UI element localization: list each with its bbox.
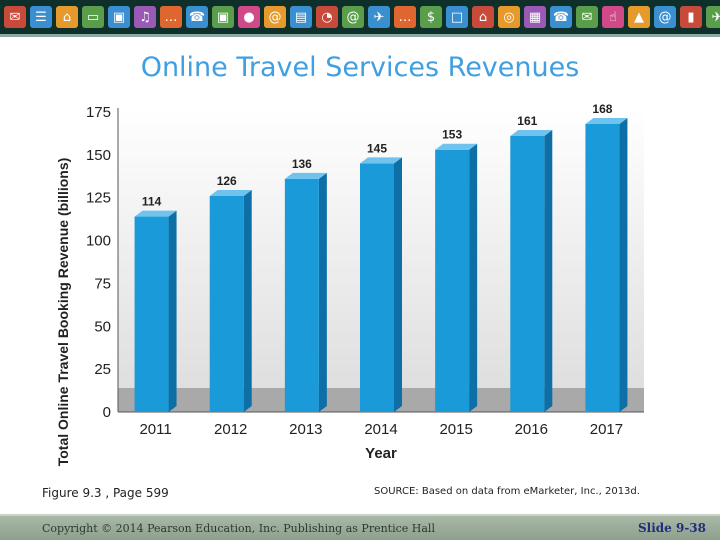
- bar-front: [585, 124, 620, 412]
- home-icon: ⌂: [472, 6, 494, 28]
- x-tick-label: 2014: [364, 421, 397, 438]
- at-sign-icon: @: [264, 6, 286, 28]
- y-tick-label: 0: [103, 404, 111, 421]
- banner-divider: [0, 34, 720, 37]
- monitor-icon: ▭: [82, 6, 104, 28]
- y-tick-label: 100: [86, 233, 111, 250]
- desktop-icon: □: [446, 6, 468, 28]
- bar-top: [209, 190, 252, 196]
- bar: [435, 143, 478, 412]
- bar-value-label: 114: [142, 195, 162, 209]
- email-icon: ✉: [4, 6, 26, 28]
- y-axis-label: Total Online Travel Booking Revenue (bil…: [55, 158, 71, 467]
- bar-side: [619, 118, 628, 412]
- bar-top: [134, 210, 177, 217]
- bar-front: [209, 196, 244, 412]
- source-note: SOURCE: Based on data from eMarketer, In…: [374, 486, 640, 497]
- airplane-icon: ✈: [706, 6, 720, 28]
- figure-reference: Figure 9.3 , Page 599: [42, 486, 169, 500]
- bar-value-label: 168: [592, 102, 612, 116]
- y-tick-label: 50: [94, 318, 111, 335]
- bar: [134, 210, 177, 412]
- bar-value-label: 161: [517, 114, 537, 128]
- thumbs-up-icon: ☝: [602, 6, 624, 28]
- y-tick-label: 75: [94, 275, 111, 292]
- copyright-text: Copyright © 2014 Pearson Education, Inc.…: [42, 522, 435, 535]
- x-tick-label: 2013: [289, 421, 322, 438]
- bar-value-label: 126: [217, 174, 237, 188]
- bar-value-label: 136: [292, 157, 312, 171]
- money-icon: $: [420, 6, 442, 28]
- chat-icon: ●: [238, 6, 260, 28]
- bar-front: [284, 178, 319, 412]
- bar-side: [394, 157, 402, 412]
- y-tick-label: 175: [86, 104, 111, 121]
- wifi-icon: ◔: [316, 6, 338, 28]
- bar-top: [284, 172, 327, 179]
- bar-top: [360, 157, 402, 164]
- sms-icon: …: [394, 6, 416, 28]
- x-tick-label: 2015: [439, 421, 472, 438]
- icon-banner: ✉☰⌂▭▣♫…☎▣●@▤◔@✈…$□⌂◎▦☎✉☝▲@▮✈◔☷☎▭: [0, 0, 720, 34]
- y-tick-label: 25: [94, 361, 111, 378]
- home-icon: ⌂: [56, 6, 78, 28]
- bar-group: 114 126 136 145 153 161 168: [134, 102, 628, 412]
- slide-number: Slide 9-38: [637, 521, 706, 535]
- slide-title: Online Travel Services Revenues: [140, 52, 580, 83]
- bar: [209, 190, 252, 412]
- truck-icon: ▣: [212, 6, 234, 28]
- at-sign-icon: @: [654, 6, 676, 28]
- bar-top: [585, 118, 628, 124]
- bar-front: [360, 163, 394, 412]
- x-tick-label: 2016: [515, 421, 548, 438]
- bag-icon: ▲: [628, 6, 650, 28]
- bar: [585, 118, 628, 412]
- bar-side: [544, 130, 553, 412]
- bar-top: [510, 130, 553, 136]
- bar: [284, 172, 327, 412]
- bar-front: [134, 216, 169, 412]
- bar-front: [510, 136, 545, 412]
- bar-front: [435, 149, 470, 412]
- music-icon: ♫: [134, 6, 156, 28]
- shopping-cart-icon: ☰: [30, 6, 52, 28]
- bar-value-label: 145: [367, 141, 387, 155]
- x-tick-label: 2012: [214, 421, 247, 438]
- bar: [510, 130, 553, 412]
- x-tick-group: 2011 2012 2013 2014 2015 2016 2017: [139, 421, 623, 438]
- airplane-icon: ✈: [368, 6, 390, 28]
- y-tick-label: 125: [86, 190, 111, 207]
- piggy-bank-icon: ◎: [498, 6, 520, 28]
- bar-side: [318, 172, 327, 412]
- bar: [360, 157, 402, 412]
- bar-side: [168, 210, 177, 412]
- book-icon: ▮: [680, 6, 702, 28]
- footer-bar: Copyright © 2014 Pearson Education, Inc.…: [0, 514, 720, 540]
- briefcase-icon: ▤: [290, 6, 312, 28]
- bar-value-label: 153: [442, 128, 462, 142]
- at-sign-icon: @: [342, 6, 364, 28]
- y-tick-group: 0 25 50 75 100 125 150 175: [86, 104, 111, 421]
- x-tick-label: 2011: [139, 421, 171, 438]
- truck-icon: ▣: [108, 6, 130, 28]
- sms-icon: …: [160, 6, 182, 28]
- banner-icon-row: ✉☰⌂▭▣♫…☎▣●@▤◔@✈…$□⌂◎▦☎✉☝▲@▮✈◔☷☎▭: [0, 0, 720, 34]
- bar-top: [435, 143, 478, 150]
- revenue-bar-chart: Total Online Travel Booking Revenue (bil…: [55, 102, 644, 467]
- phone-icon: ☎: [186, 6, 208, 28]
- x-tick-label: 2017: [590, 421, 623, 438]
- phone-icon: ☎: [550, 6, 572, 28]
- bar-side: [243, 190, 252, 412]
- x-axis-label: Year: [365, 445, 397, 462]
- email-icon: ✉: [576, 6, 598, 28]
- bar-side: [469, 143, 478, 412]
- y-tick-label: 150: [86, 147, 111, 164]
- calculator-icon: ▦: [524, 6, 546, 28]
